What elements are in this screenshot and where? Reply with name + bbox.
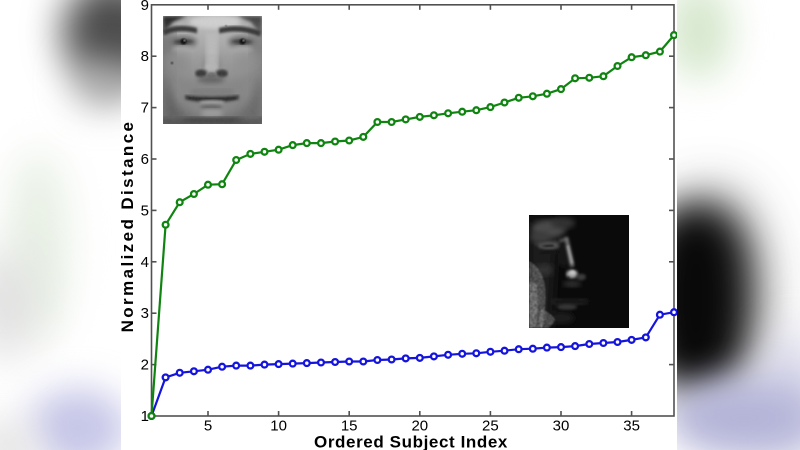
svg-text:9: 9	[141, 0, 149, 14]
svg-text:15: 15	[341, 418, 358, 435]
svg-text:3: 3	[141, 305, 149, 322]
svg-text:30: 30	[553, 418, 570, 435]
svg-text:5: 5	[141, 202, 149, 219]
svg-text:2: 2	[141, 357, 149, 374]
svg-text:25: 25	[482, 418, 499, 435]
svg-text:4: 4	[141, 254, 149, 271]
svg-text:20: 20	[411, 418, 428, 435]
svg-text:35: 35	[623, 418, 640, 435]
svg-text:7: 7	[141, 100, 149, 117]
svg-text:Normalized Distance: Normalized Distance	[121, 120, 137, 333]
svg-text:6: 6	[141, 151, 149, 168]
svg-text:Ordered Subject Index: Ordered Subject Index	[314, 433, 508, 450]
svg-text:1: 1	[141, 408, 149, 425]
svg-text:10: 10	[270, 418, 287, 435]
svg-text:5: 5	[204, 418, 212, 435]
svg-text:8: 8	[141, 48, 149, 65]
